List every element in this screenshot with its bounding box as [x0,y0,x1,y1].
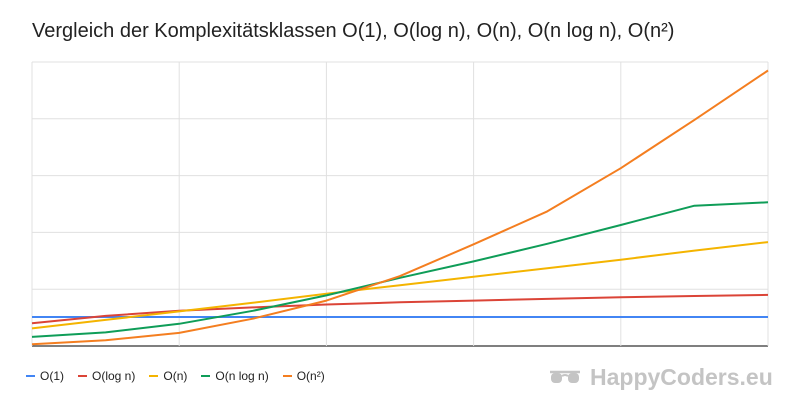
chart-series-lines [31,69,769,346]
legend-item: O(n log n) [201,369,269,383]
chart-legend: O(1) O(log n) O(n) O(n log n) O(n²) [26,369,325,383]
happycoders-logo: HappyCoders.eu [548,364,773,391]
legend-item: O(log n) [78,369,135,383]
legend-label: O(n log n) [215,369,269,383]
legend-swatch [149,375,159,377]
legend-label: O(log n) [92,369,136,383]
legend-item: O(n) [149,369,187,383]
legend-item: O(1) [26,369,64,383]
legend-item: O(n²) [282,369,325,383]
logo-text: HappyCoders.eu [590,364,773,390]
legend-swatch [282,375,292,377]
glasses-icon [550,370,580,383]
legend-swatch [201,375,211,377]
series-line-2 [31,241,769,330]
series-line-3 [31,201,769,338]
legend-label: O(n²) [296,369,325,383]
legend-swatch [78,375,87,377]
legend-label: O(1) [40,369,64,383]
series-line-1 [31,293,769,325]
legend-label: O(n) [163,369,188,383]
legend-swatch [26,375,35,377]
chart-grid [31,61,769,347]
series-line-4 [31,69,769,346]
chart-title: Vergleich der Komplexitätsklassen O(1), … [32,20,675,42]
